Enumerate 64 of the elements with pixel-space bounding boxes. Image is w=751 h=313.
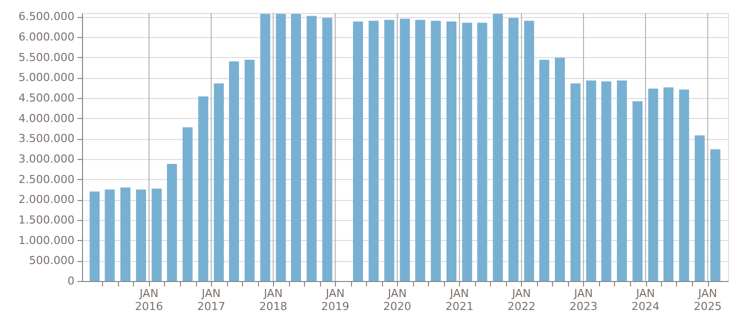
- bar: [214, 83, 224, 281]
- y-tick-label: 6.000.000: [18, 30, 74, 44]
- x-tick-label: JAN 2016: [135, 287, 164, 313]
- y-tick-label: 1.500.000: [18, 214, 74, 226]
- bar: [198, 96, 208, 281]
- y-tick-label: 500.000: [29, 254, 74, 268]
- bar: [322, 18, 332, 281]
- bar: [508, 18, 518, 281]
- bar: [384, 20, 394, 281]
- y-tick-label: 5.000.000: [18, 71, 74, 84]
- y-tick-label: 4.000.000: [18, 112, 74, 125]
- x-tick-label: JAN 2025: [694, 287, 722, 313]
- bar: [353, 22, 364, 281]
- bar: [120, 187, 130, 281]
- x-tick-label: JAN 2024: [632, 287, 660, 313]
- bar: [524, 20, 534, 281]
- bar: [104, 190, 115, 281]
- bar: [244, 60, 255, 281]
- y-tick-label: 1.000.000: [18, 234, 74, 247]
- bar: [663, 87, 674, 281]
- bar: [477, 22, 488, 281]
- bar: [694, 135, 705, 281]
- bar: [462, 22, 472, 281]
- bar: [415, 20, 426, 281]
- x-tick-label: JAN 2022: [507, 287, 536, 313]
- bar: [632, 101, 643, 281]
- y-tick-label: 5.500.000: [18, 50, 74, 64]
- bar: [430, 20, 441, 281]
- bar: [260, 14, 270, 281]
- y-tick-label: 3.500.000: [18, 132, 74, 146]
- y-tick-label: 3.000.000: [18, 152, 74, 166]
- x-tick-label: JAN 2019: [321, 287, 350, 313]
- bar: [90, 192, 100, 281]
- bar: [679, 89, 690, 281]
- bar: [152, 188, 162, 281]
- x-tick-label: JAN 2021: [445, 287, 474, 313]
- x-tick-label: JAN 2017: [197, 287, 226, 313]
- bar: [306, 16, 317, 281]
- bar: [166, 164, 177, 281]
- bar: [554, 58, 565, 281]
- bar: [601, 81, 612, 281]
- y-tick-label: 0: [68, 274, 74, 288]
- y-tick-label: 4.500.000: [18, 91, 74, 104]
- bar: [586, 80, 596, 281]
- x-tick-label: JAN 2018: [259, 287, 288, 313]
- y-tick-label: 2.000.000: [18, 193, 74, 206]
- bar: [710, 149, 720, 281]
- bar: [570, 83, 581, 281]
- bar: [446, 22, 456, 281]
- x-tick-label: JAN 2023: [570, 287, 598, 313]
- bar: [228, 61, 239, 281]
- bar: [368, 20, 379, 281]
- bar: [539, 60, 550, 281]
- y-tick-label: 2.500.000: [18, 172, 74, 186]
- bar: [400, 18, 410, 281]
- bar: [276, 14, 286, 281]
- bar: [182, 127, 193, 281]
- bar: [616, 80, 627, 281]
- bar: [291, 14, 301, 281]
- x-tick-label: JAN 2020: [383, 287, 412, 313]
- bar: [648, 88, 658, 281]
- bar: [136, 190, 146, 281]
- y-tick-label: 6.500.000: [18, 10, 74, 24]
- bar: [492, 14, 503, 281]
